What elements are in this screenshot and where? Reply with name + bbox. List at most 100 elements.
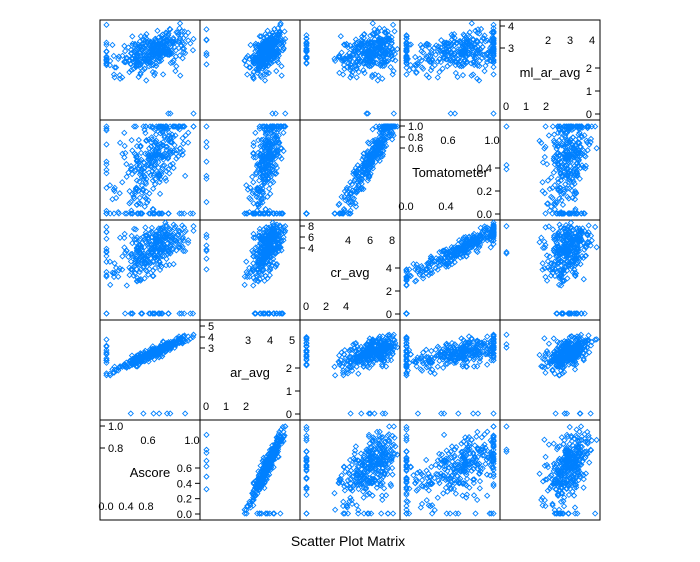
data-point <box>103 59 110 67</box>
data-point <box>127 60 134 67</box>
data-point <box>352 58 360 66</box>
diagonal-tick-label: 3 <box>567 35 573 47</box>
data-point <box>164 135 171 142</box>
data-point <box>241 210 248 217</box>
data-point <box>123 160 130 168</box>
data-point <box>103 57 110 65</box>
diagonal-tick-label: 5 <box>208 321 214 333</box>
data-point <box>176 123 183 130</box>
diagonal-variable-label: cr_avg <box>330 265 369 280</box>
data-point <box>403 55 410 62</box>
diagonal-tick-label: 0.4 <box>438 201 453 213</box>
data-point <box>303 210 310 217</box>
data-point <box>539 260 546 267</box>
diagonal-tick-label: 6 <box>308 232 314 244</box>
data-point <box>128 137 135 144</box>
data-point <box>273 57 281 64</box>
data-point <box>423 72 430 79</box>
data-point <box>143 175 150 183</box>
data-point <box>182 49 189 57</box>
data-point <box>482 38 489 45</box>
diagonal-tick-label: 4 <box>589 35 595 47</box>
data-point <box>255 53 262 61</box>
data-point <box>180 247 187 255</box>
data-point <box>374 29 382 36</box>
data-point <box>371 71 379 78</box>
data-point <box>358 38 366 45</box>
data-point <box>146 145 153 152</box>
diagonal-tick-label: 4 <box>308 243 314 255</box>
data-point <box>387 63 394 71</box>
data-point <box>403 310 410 317</box>
data-point <box>383 41 390 48</box>
data-point <box>163 48 170 55</box>
data-point <box>386 44 393 52</box>
data-point <box>412 61 419 68</box>
data-point <box>353 74 360 81</box>
data-point <box>258 182 266 189</box>
data-point <box>266 169 273 177</box>
panel-frame <box>299 119 401 221</box>
data-point <box>180 49 187 56</box>
data-point <box>123 173 130 180</box>
data-point <box>170 57 177 64</box>
data-point <box>454 73 461 81</box>
data-point <box>203 49 210 57</box>
data-point <box>137 33 144 40</box>
data-point <box>247 64 254 71</box>
data-point <box>369 72 376 79</box>
data-point <box>592 223 599 231</box>
data-point <box>143 30 150 38</box>
data-point <box>133 62 140 69</box>
data-point <box>111 188 118 195</box>
data-point <box>275 59 282 66</box>
data-point <box>347 67 354 74</box>
data-point <box>250 142 257 150</box>
data-point <box>303 210 310 217</box>
data-point <box>249 54 256 61</box>
data-point <box>203 61 210 68</box>
data-point <box>266 55 273 62</box>
data-point <box>137 142 144 149</box>
data-point <box>303 55 310 62</box>
data-point <box>157 168 165 176</box>
diagonal-tick-label: 0 <box>503 101 509 113</box>
diagonal-variable-label: ml_ar_avg <box>520 65 581 80</box>
data-point <box>358 410 365 417</box>
data-point <box>274 55 281 62</box>
data-point <box>203 26 210 33</box>
data-point <box>447 42 455 49</box>
data-point <box>261 52 268 59</box>
data-point <box>463 59 471 66</box>
data-point <box>490 50 497 58</box>
data-point <box>476 57 483 64</box>
data-point <box>466 40 473 47</box>
diagonal-tick-label: 4 <box>208 332 214 344</box>
data-point <box>152 47 159 54</box>
data-point <box>142 224 149 231</box>
data-point <box>173 147 180 154</box>
data-point <box>250 154 257 161</box>
data-point <box>189 210 197 217</box>
data-point <box>151 147 159 154</box>
data-point <box>264 27 271 34</box>
data-point <box>185 37 192 44</box>
data-point <box>244 186 252 193</box>
data-point <box>190 110 197 117</box>
data-point <box>403 310 410 317</box>
data-point <box>127 198 134 206</box>
data-point <box>164 50 172 57</box>
data-point <box>423 40 430 48</box>
data-point <box>154 41 161 48</box>
data-point <box>490 71 497 78</box>
data-point <box>152 62 160 69</box>
data-point <box>135 73 142 81</box>
data-point <box>279 210 286 217</box>
data-point <box>279 42 286 49</box>
data-point <box>267 155 275 162</box>
data-point <box>121 47 129 55</box>
data-point <box>253 169 260 176</box>
data-point <box>389 21 397 28</box>
data-point <box>403 310 410 317</box>
data-point <box>403 64 410 71</box>
